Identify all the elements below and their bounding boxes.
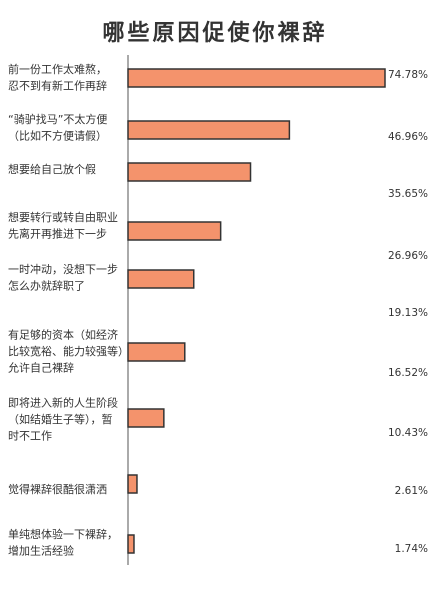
category-label: 先离开再推进下一步 bbox=[8, 226, 107, 240]
value-label: 46.96% bbox=[388, 131, 428, 143]
bar bbox=[127, 534, 135, 554]
value-label: 16.52% bbox=[388, 367, 428, 379]
category-label: 想要转行或转自由职业 bbox=[8, 210, 118, 224]
category-label: 一时冲动，没想下一步 bbox=[8, 262, 118, 276]
value-label: 1.74% bbox=[395, 543, 428, 555]
category-label: 单纯想体验一下裸辞， bbox=[8, 527, 118, 541]
bar bbox=[127, 162, 252, 182]
value-label: 26.96% bbox=[388, 250, 428, 262]
bar bbox=[127, 342, 186, 362]
value-label: 74.78% bbox=[388, 69, 428, 81]
bar bbox=[127, 474, 138, 494]
category-label: 增加生活经验 bbox=[8, 543, 74, 557]
category-label: 有足够的资本（如经济 bbox=[8, 328, 118, 342]
category-label: 怎么办就辞职了 bbox=[8, 278, 85, 292]
value-label: 2.61% bbox=[395, 485, 428, 497]
value-label: 35.65% bbox=[388, 188, 428, 200]
category-label: 想要给自己放个假 bbox=[8, 162, 96, 176]
bar bbox=[127, 68, 386, 88]
category-label: 前一份工作太难熬， bbox=[8, 62, 107, 76]
value-label: 19.13% bbox=[388, 307, 428, 319]
category-label: 即将进入新的人生阶段 bbox=[8, 396, 118, 410]
category-label: （比如不方便请假） bbox=[8, 128, 107, 142]
chart-title: 哪些原因促使你裸辞 bbox=[102, 20, 327, 46]
category-label: “骑驴找马”不太方便 bbox=[8, 112, 107, 126]
category-label: （如结婚生子等），暂 bbox=[8, 412, 113, 426]
category-label: 比较宽裕、能力较强等） bbox=[8, 344, 129, 358]
category-label: 忍不到有新工作再辞 bbox=[8, 78, 107, 92]
bar bbox=[127, 408, 165, 428]
category-label: 觉得裸辞很酷很潇洒 bbox=[8, 482, 107, 496]
value-label: 10.43% bbox=[388, 427, 428, 439]
category-label: 时不工作 bbox=[8, 430, 52, 443]
bar bbox=[127, 221, 222, 241]
category-label: 允许自己裸辞 bbox=[8, 361, 74, 375]
bar bbox=[127, 120, 291, 140]
bar bbox=[127, 269, 195, 289]
